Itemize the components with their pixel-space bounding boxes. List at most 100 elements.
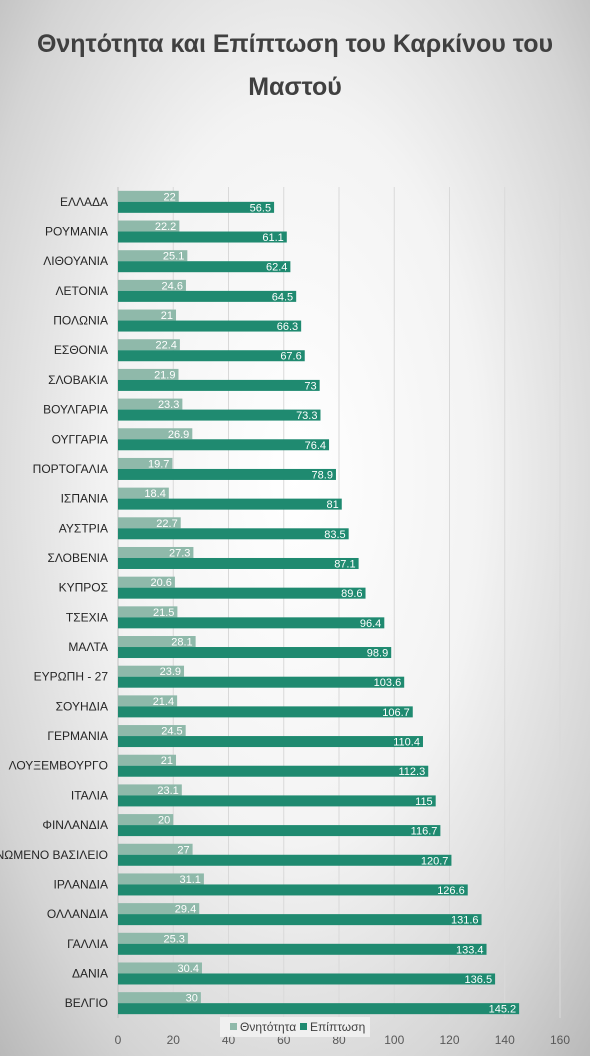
data-label-epiptosi: 81 — [327, 499, 339, 511]
bar-epiptosi — [118, 914, 482, 926]
data-label-thnitotita: 22.4 — [155, 340, 176, 352]
data-label-epiptosi: 56.5 — [250, 202, 271, 214]
data-label-epiptosi: 145.2 — [489, 1004, 517, 1016]
data-label-epiptosi: 73.3 — [296, 410, 317, 422]
data-label-epiptosi: 66.3 — [277, 321, 298, 333]
legend-swatch-epiptosi — [300, 1023, 307, 1030]
data-label-epiptosi: 131.6 — [451, 915, 479, 927]
category-label: ΣΛΟΒΑΚΙΑ — [48, 373, 108, 387]
category-label: ΙΡΛΑΝΔΙΑ — [54, 877, 109, 891]
data-label-thnitotita: 21.5 — [153, 607, 174, 619]
bar-thnitotita — [118, 250, 188, 262]
data-label-epiptosi: 115 — [415, 796, 433, 808]
data-label-thnitotita: 27.3 — [169, 547, 190, 559]
data-label-epiptosi: 78.9 — [312, 469, 333, 481]
bar-epiptosi — [118, 973, 496, 985]
data-label-epiptosi: 112.3 — [399, 766, 426, 778]
data-label-epiptosi: 98.9 — [367, 648, 388, 660]
category-label: ΛΟΥΞΕΜΒΟΥΡΓΟ — [9, 759, 108, 773]
category-label: ΦΙΝΛΑΝΔΙΑ — [42, 818, 108, 832]
x-tick-label: 140 — [495, 1033, 515, 1047]
bar-thnitotita — [118, 398, 183, 410]
bar-epiptosi — [118, 825, 441, 837]
legend-label-epiptosi: Επίπτωση — [310, 1020, 365, 1034]
category-label: ΛΕΤΟΝΙΑ — [56, 284, 108, 298]
data-label-thnitotita: 21.4 — [153, 696, 174, 708]
bar-thnitotita — [118, 190, 179, 202]
bar-thnitotita — [118, 368, 179, 380]
bar-thnitotita — [118, 606, 178, 618]
bar-epiptosi — [118, 1003, 520, 1015]
data-label-thnitotita: 22 — [164, 191, 176, 203]
category-label: ΟΥΓΓΑΡΙΑ — [52, 432, 108, 446]
data-label-thnitotita: 29.4 — [175, 904, 196, 916]
bar-epiptosi — [118, 468, 336, 480]
category-label: ΗΝΩΜΕΝΟ ΒΑΣΙΛΕΙΟ — [0, 848, 108, 862]
data-label-epiptosi: 133.4 — [456, 944, 484, 956]
category-label: ΒΟΥΛΓΑΡΙΑ — [43, 403, 108, 417]
data-label-epiptosi: 67.6 — [280, 351, 301, 363]
data-label-thnitotita: 20.6 — [150, 577, 171, 589]
data-label-epiptosi: 126.6 — [437, 885, 465, 897]
bar-epiptosi — [118, 231, 287, 243]
data-label-thnitotita: 27 — [177, 844, 189, 856]
data-label-epiptosi: 62.4 — [266, 262, 287, 274]
bar-epiptosi — [118, 617, 385, 629]
category-label: ΑΥΣΤΡΙΑ — [59, 521, 108, 535]
bar-thnitotita — [118, 546, 194, 558]
category-label: ΚΥΠΡΟΣ — [59, 581, 108, 595]
x-tick-label: 100 — [384, 1033, 404, 1047]
category-label: ΣΛΟΒΕΝΙΑ — [47, 551, 108, 565]
category-label: ΕΥΡΩΠΗ - 27 — [34, 670, 109, 684]
chart-title-line: Μαστού — [248, 73, 342, 101]
category-label: ΟΛΛΑΝΔΙΑ — [47, 907, 108, 921]
category-label: ΕΣΘΟΝΙΑ — [54, 343, 108, 357]
bar-thnitotita — [118, 814, 174, 826]
bar-thnitotita — [118, 784, 182, 796]
x-tick-label: 120 — [439, 1033, 459, 1047]
data-label-thnitotita: 20 — [158, 815, 170, 827]
bar-thnitotita — [118, 754, 177, 766]
data-label-thnitotita: 22.2 — [155, 221, 176, 233]
bar-thnitotita — [118, 725, 186, 737]
category-label: ΔΑΝΙΑ — [72, 966, 108, 980]
bar-epiptosi — [118, 379, 320, 391]
bar-epiptosi — [118, 854, 452, 866]
bar-epiptosi — [118, 261, 291, 273]
data-label-epiptosi: 87.1 — [334, 558, 355, 570]
x-tick-label: 0 — [115, 1033, 122, 1047]
data-label-thnitotita: 30 — [186, 993, 198, 1005]
data-label-thnitotita: 18.4 — [144, 488, 165, 500]
bar-epiptosi — [118, 943, 487, 955]
category-label: ΕΛΛΑΔΑ — [60, 195, 108, 209]
data-label-epiptosi: 76.4 — [305, 440, 326, 452]
data-label-epiptosi: 136.5 — [465, 974, 493, 986]
data-label-thnitotita: 22.7 — [156, 518, 177, 530]
bar-epiptosi — [118, 409, 321, 421]
bar-thnitotita — [118, 487, 169, 499]
bar-thnitotita — [118, 992, 201, 1004]
bar-thnitotita — [118, 220, 180, 232]
bar-thnitotita — [118, 279, 186, 291]
data-label-thnitotita: 21 — [161, 310, 173, 322]
category-label: ΡΟΥΜΑΝΙΑ — [45, 225, 108, 239]
legend-box — [220, 1017, 370, 1037]
bar-epiptosi — [118, 676, 405, 688]
data-label-epiptosi: 96.4 — [360, 618, 381, 630]
data-label-epiptosi: 89.6 — [341, 588, 362, 600]
bar-epiptosi — [118, 736, 423, 748]
bar-thnitotita — [118, 339, 180, 351]
bar-thnitotita — [118, 457, 173, 469]
data-label-thnitotita: 23.3 — [158, 399, 179, 411]
bar-thnitotita — [118, 665, 185, 677]
data-label-thnitotita: 25.3 — [163, 933, 184, 945]
bar-thnitotita — [118, 873, 204, 885]
data-label-epiptosi: 116.7 — [411, 826, 438, 838]
category-label: ΒΕΛΓΙΟ — [65, 996, 108, 1010]
x-tick-label: 20 — [167, 1033, 181, 1047]
legend-label-thnitotita: Θνητότητα — [240, 1020, 296, 1034]
data-label-epiptosi: 64.5 — [272, 291, 293, 303]
bar-thnitotita — [118, 576, 175, 588]
bar-epiptosi — [118, 706, 413, 718]
data-label-epiptosi: 83.5 — [324, 529, 345, 541]
